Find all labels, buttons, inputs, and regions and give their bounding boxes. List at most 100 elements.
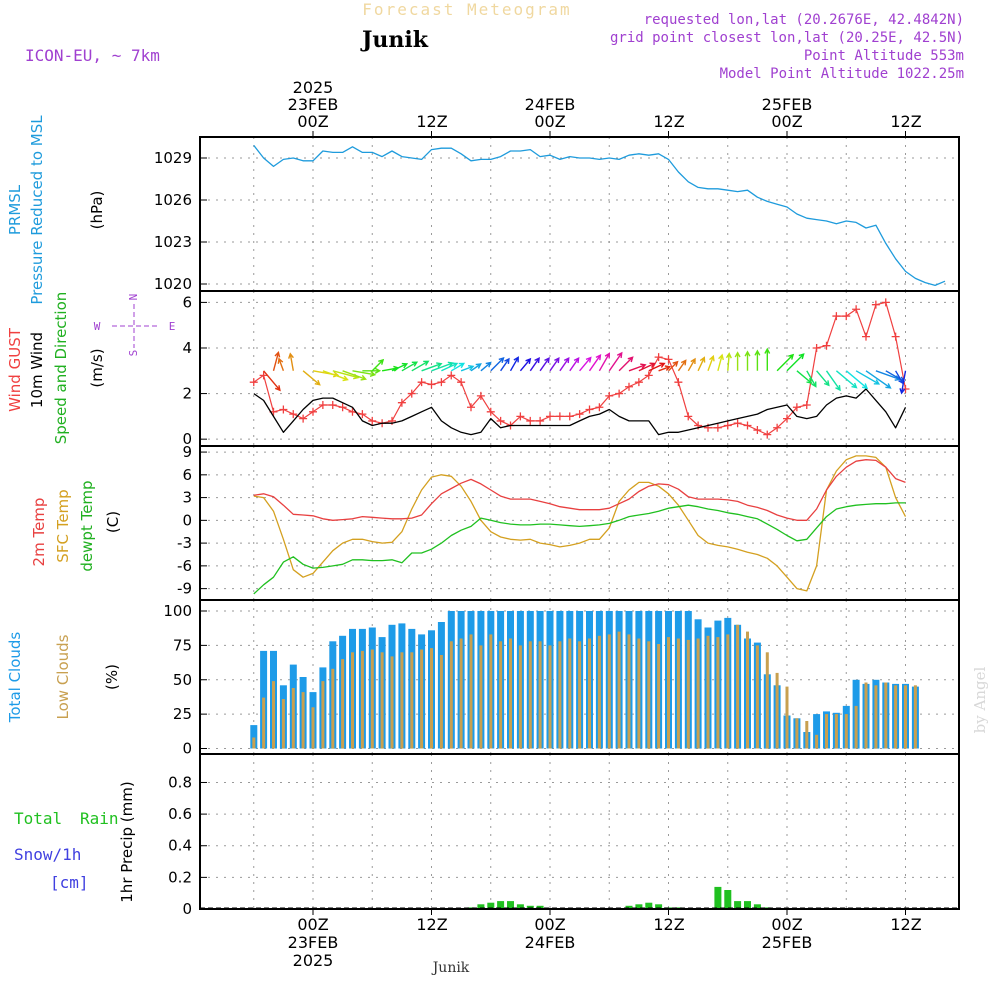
bottom-date-label: 23FEB [288, 933, 339, 952]
rain-bar [497, 901, 505, 909]
low-cloud-bar [904, 685, 907, 749]
y-tick: 1023 [154, 233, 192, 251]
rain-bar [536, 905, 544, 909]
low-cloud-bar [874, 685, 878, 749]
low-cloud-bar [746, 631, 749, 749]
top-year-label: 2025 [293, 78, 334, 97]
total-cloud-bar [250, 725, 258, 749]
y-tick: 0.8 [168, 773, 192, 791]
rain-bar [516, 904, 524, 909]
low-cloud-bar [726, 634, 730, 749]
y-tick-labels: 1020 1023 1026 1029 0 2 4 6 -9 -6 -3 0 3… [154, 149, 192, 918]
wind-gust-marker [486, 407, 495, 416]
low-cloud-bar [736, 624, 740, 749]
wind-gust-marker [763, 430, 772, 439]
compass-south: S [127, 350, 140, 357]
wind-direction-arrow [421, 362, 443, 372]
bottom-year-label: 2025 [293, 951, 334, 970]
wind-direction-arrow [500, 357, 510, 372]
panel-background-pressure [200, 137, 959, 291]
wind-direction-arrow [598, 352, 611, 372]
low-cloud-bar [815, 734, 819, 749]
low-cloud-bar [686, 639, 690, 749]
pressure-label-prmsl: PRMSL [6, 184, 24, 235]
grid-point: grid point closest lon,lat (20.25E, 42.5… [610, 30, 964, 46]
bottom-date-label: 25FEB [762, 933, 813, 952]
point-altitude: Point Altitude 553m [804, 48, 964, 64]
wind-gust-marker [476, 391, 485, 400]
low-cloud-bar [617, 631, 621, 749]
wind-direction-arrow [855, 370, 881, 385]
top-date-label: 25FEB [762, 95, 813, 114]
low-cloud-bar [597, 635, 601, 749]
bottom-hour-label: 12Z [890, 915, 921, 934]
wind-direction-arrow [480, 361, 492, 372]
compass-legend: W E N S [94, 294, 176, 357]
wind-direction-arrow [796, 370, 813, 384]
wind-gust-marker [309, 407, 317, 416]
wind-gust-marker [605, 391, 614, 400]
low-cloud-bar [607, 634, 611, 749]
y-tick: 1029 [154, 149, 192, 167]
wind-label-10m: 10m Wind [28, 332, 46, 408]
wind-gust-marker [467, 403, 475, 412]
wind-gust-marker [654, 353, 663, 362]
low-cloud-bar [657, 644, 661, 749]
wind-direction-arrow [441, 362, 459, 372]
y-tick: 1020 [154, 275, 192, 293]
wind-direction-arrow [529, 357, 540, 372]
clouds-unit: (%) [103, 664, 121, 690]
wind-direction-arrow [401, 361, 419, 372]
low-cloud-bar [518, 645, 522, 749]
wind-unit: (m/s) [88, 348, 106, 387]
wind-gust-marker [427, 380, 436, 389]
low-cloud-bar [291, 688, 295, 749]
low-cloud-bar [588, 638, 591, 749]
low-cloud-bar [331, 668, 335, 749]
top-hour-label: 12Z [416, 112, 447, 131]
y-tick: 100 [163, 602, 192, 620]
y-tick: 3 [182, 489, 192, 507]
wind-direction-arrow [391, 362, 409, 372]
wind-direction-arrow [352, 370, 377, 377]
wind-gust-marker [634, 378, 643, 387]
wind-gust-marker [437, 378, 446, 387]
bottom-hour-label: 12Z [653, 915, 684, 934]
wind-gust-marker [674, 378, 683, 387]
wind-direction-arrow [764, 347, 771, 371]
wind-gust-marker [565, 412, 574, 421]
wind-direction-arrow [618, 356, 634, 372]
y-tick: 0 [182, 900, 192, 918]
y-tick: 9 [182, 443, 192, 461]
wind-gust-marker [753, 426, 762, 435]
meteogram-title: Forecast Meteogram [362, 0, 571, 19]
temp-unit: (C) [104, 511, 122, 533]
wind-direction-arrow [579, 356, 592, 372]
y-tick: 0.4 [168, 837, 192, 855]
low-cloud-bar [696, 638, 700, 749]
wind-direction-arrow [411, 360, 430, 372]
wind-direction-arrow [450, 362, 466, 372]
top-date-label: 23FEB [288, 95, 339, 114]
top-hour-label: 00Z [297, 112, 328, 131]
wind-direction-arrow [786, 353, 805, 372]
top-hour-label: 12Z [653, 112, 684, 131]
y-tick: 0.6 [168, 805, 192, 823]
top-date-label: 24FEB [525, 95, 576, 114]
wind-direction-arrow [628, 363, 647, 372]
low-cloud-bar [410, 652, 414, 749]
pressure-panel-labels: PRMSL Pressure Reduced to MSL (hPa) [6, 115, 106, 305]
wind-direction-arrow [302, 370, 321, 386]
clouds-panel-labels: Total Clouds Low Clouds (%) [6, 632, 121, 724]
temp-label-2m: 2m Temp [30, 498, 48, 567]
low-cloud-bar [301, 692, 305, 749]
low-cloud-bar [884, 682, 888, 749]
wind-gust-marker [259, 371, 268, 380]
low-cloud-bar [627, 634, 631, 749]
wind-gust-marker [516, 412, 525, 421]
y-tick: 75 [173, 636, 192, 654]
wind-direction-arrow [362, 367, 382, 374]
wind-direction-arrow [322, 370, 349, 382]
wind-gust-marker [299, 414, 308, 423]
low-cloud-bar [479, 645, 483, 749]
